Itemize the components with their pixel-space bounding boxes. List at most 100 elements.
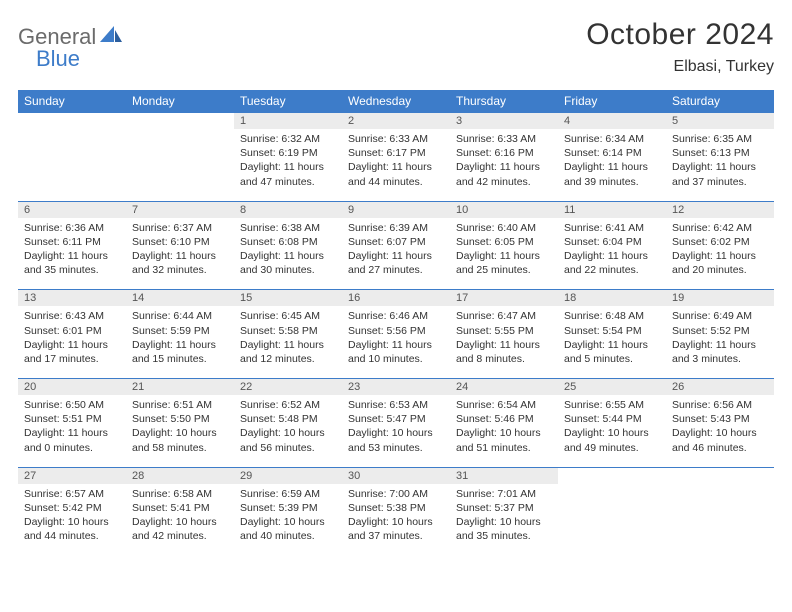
sunrise-line: Sunrise: 6:41 AM bbox=[564, 222, 644, 234]
day-info: Sunrise: 7:01 AM Sunset: 5:37 PM Daylight:… bbox=[450, 484, 558, 556]
day-info: Sunrise: 6:41 AM Sunset: 6:04 PM Daylight:… bbox=[558, 218, 666, 290]
daylight-line: Daylight: 11 hours and 25 minutes. bbox=[456, 250, 540, 276]
day-number: 20 bbox=[18, 379, 126, 396]
weekday-header: Wednesday bbox=[342, 90, 450, 113]
sunrise-line: Sunrise: 6:44 AM bbox=[132, 310, 212, 322]
brand-sail-icon bbox=[100, 26, 122, 49]
sunset-line: Sunset: 5:58 PM bbox=[240, 325, 318, 337]
day-number: 9 bbox=[342, 201, 450, 218]
sunset-line: Sunset: 5:56 PM bbox=[348, 325, 426, 337]
day-info: Sunrise: 6:43 AMSunset: 6:01 PMDaylight:… bbox=[18, 306, 126, 378]
day-info: Sunrise: 6:40 AM Sunset: 6:05 PM Daylight:… bbox=[450, 218, 558, 290]
sunrise-line: Sunrise: 6:38 AM bbox=[240, 222, 320, 234]
sunset-line: Sunset: 6:13 PM bbox=[672, 147, 750, 159]
day-info-row: Sunrise: 6:57 AM Sunset: 5:42 PM Daylight:… bbox=[18, 484, 774, 556]
empty-cell bbox=[18, 113, 126, 130]
day-number: 19 bbox=[666, 290, 774, 307]
empty-cell bbox=[126, 113, 234, 130]
daylight-line: Daylight: 11 hours and 30 minutes. bbox=[240, 250, 324, 276]
weekday-header: Tuesday bbox=[234, 90, 342, 113]
calendar-table: SundayMondayTuesdayWednesdayThursdayFrid… bbox=[18, 90, 774, 555]
day-number: 25 bbox=[558, 379, 666, 396]
day-number: 7 bbox=[126, 201, 234, 218]
daylight-line: Daylight: 11 hours and 17 minutes. bbox=[24, 339, 108, 365]
day-info: Sunrise: 6:49 AMSunset: 5:52 PMDaylight:… bbox=[666, 306, 774, 378]
sunrise-line: Sunrise: 6:50 AM bbox=[24, 399, 104, 411]
header: General October 2024 Elbasi, Turkey bbox=[18, 18, 774, 76]
day-info-row: Sunrise: 6:36 AM Sunset: 6:11 PM Daylight:… bbox=[18, 218, 774, 290]
day-number: 3 bbox=[450, 113, 558, 130]
daylight-line: Daylight: 11 hours and 47 minutes. bbox=[240, 161, 324, 187]
sunrise-line: Sunrise: 7:01 AM bbox=[456, 488, 536, 500]
daylight-line: Daylight: 11 hours and 3 minutes. bbox=[672, 339, 756, 365]
daylight-line: Daylight: 10 hours and 35 minutes. bbox=[456, 516, 541, 542]
sunrise-line: Sunrise: 6:59 AM bbox=[240, 488, 320, 500]
weekday-header: Thursday bbox=[450, 90, 558, 113]
day-number-row: 13141516171819 bbox=[18, 290, 774, 307]
empty-cell bbox=[558, 484, 666, 556]
day-number: 24 bbox=[450, 379, 558, 396]
day-info: Sunrise: 6:39 AMSunset: 6:07 PMDaylight:… bbox=[342, 218, 450, 290]
sunset-line: Sunset: 6:11 PM bbox=[24, 236, 101, 248]
sunrise-line: Sunrise: 6:34 AM bbox=[564, 133, 644, 145]
sunset-line: Sunset: 6:02 PM bbox=[672, 236, 750, 248]
daylight-line: Daylight: 11 hours and 27 minutes. bbox=[348, 250, 432, 276]
sunrise-line: Sunrise: 6:36 AM bbox=[24, 222, 104, 234]
daylight-line: Daylight: 10 hours and 49 minutes. bbox=[564, 427, 649, 453]
day-info: Sunrise: 6:48 AMSunset: 5:54 PMDaylight:… bbox=[558, 306, 666, 378]
day-info: Sunrise: 6:44 AMSunset: 5:59 PMDaylight:… bbox=[126, 306, 234, 378]
day-info: Sunrise: 6:56 AMSunset: 5:43 PMDaylight:… bbox=[666, 395, 774, 467]
day-info: Sunrise: 6:57 AMSunset: 5:42 PMDaylight:… bbox=[18, 484, 126, 556]
day-info: Sunrise: 6:37 AMSunset: 6:10 PMDaylight:… bbox=[126, 218, 234, 290]
sunset-line: Sunset: 6:05 PM bbox=[456, 236, 534, 248]
daylight-line: Daylight: 10 hours and 42 minutes. bbox=[132, 516, 217, 542]
sunset-line: Sunset: 5:51 PM bbox=[24, 413, 102, 425]
sunrise-line: Sunrise: 6:35 AM bbox=[672, 133, 752, 145]
day-number: 29 bbox=[234, 467, 342, 484]
page-title: October 2024 bbox=[586, 18, 774, 52]
daylight-line: Daylight: 10 hours and 53 minutes. bbox=[348, 427, 433, 453]
day-number-row: 12345 bbox=[18, 113, 774, 130]
sunset-line: Sunset: 6:04 PM bbox=[564, 236, 642, 248]
daylight-line: Daylight: 10 hours and 37 minutes. bbox=[348, 516, 433, 542]
sunrise-line: Sunrise: 6:33 AM bbox=[456, 133, 536, 145]
sunset-line: Sunset: 5:46 PM bbox=[456, 413, 534, 425]
daylight-line: Daylight: 11 hours and 22 minutes. bbox=[564, 250, 648, 276]
weekday-header: Monday bbox=[126, 90, 234, 113]
calendar-head: SundayMondayTuesdayWednesdayThursdayFrid… bbox=[18, 90, 774, 113]
day-number: 30 bbox=[342, 467, 450, 484]
sunset-line: Sunset: 5:37 PM bbox=[456, 502, 534, 514]
calendar-body: 12345Sunrise: 6:32 AMSunset: 6:19 PMDayl… bbox=[18, 113, 774, 556]
day-info: Sunrise: 6:52 AMSunset: 5:48 PMDaylight:… bbox=[234, 395, 342, 467]
sunset-line: Sunset: 5:54 PM bbox=[564, 325, 642, 337]
weekday-header: Sunday bbox=[18, 90, 126, 113]
day-number: 18 bbox=[558, 290, 666, 307]
day-number: 11 bbox=[558, 201, 666, 218]
day-info: Sunrise: 6:33 AMSunset: 6:16 PMDaylight:… bbox=[450, 129, 558, 201]
daylight-line: Daylight: 11 hours and 35 minutes. bbox=[24, 250, 108, 276]
location-subtitle: Elbasi, Turkey bbox=[586, 58, 774, 76]
day-number: 23 bbox=[342, 379, 450, 396]
sunrise-line: Sunrise: 6:57 AM bbox=[24, 488, 104, 500]
day-number: 13 bbox=[18, 290, 126, 307]
day-number: 31 bbox=[450, 467, 558, 484]
day-info: Sunrise: 6:34 AMSunset: 6:14 PMDaylight:… bbox=[558, 129, 666, 201]
sunrise-line: Sunrise: 6:33 AM bbox=[348, 133, 428, 145]
daylight-line: Daylight: 11 hours and 8 minutes. bbox=[456, 339, 540, 365]
day-info: Sunrise: 6:45 AMSunset: 5:58 PMDaylight:… bbox=[234, 306, 342, 378]
sunrise-line: Sunrise: 6:46 AM bbox=[348, 310, 428, 322]
sunset-line: Sunset: 5:41 PM bbox=[132, 502, 210, 514]
sunrise-line: Sunrise: 6:48 AM bbox=[564, 310, 644, 322]
sunset-line: Sunset: 6:14 PM bbox=[564, 147, 642, 159]
sunrise-line: Sunrise: 6:52 AM bbox=[240, 399, 320, 411]
day-info: Sunrise: 6:51 AMSunset: 5:50 PMDaylight:… bbox=[126, 395, 234, 467]
day-info: Sunrise: 6:32 AMSunset: 6:19 PMDaylight:… bbox=[234, 129, 342, 201]
sunset-line: Sunset: 6:07 PM bbox=[348, 236, 426, 248]
sunset-line: Sunset: 6:10 PM bbox=[132, 236, 210, 248]
weekday-header: Saturday bbox=[666, 90, 774, 113]
sunrise-line: Sunrise: 6:40 AM bbox=[456, 222, 536, 234]
day-info: Sunrise: 6:55 AMSunset: 5:44 PMDaylight:… bbox=[558, 395, 666, 467]
sunset-line: Sunset: 5:42 PM bbox=[24, 502, 102, 514]
sunrise-line: Sunrise: 6:42 AM bbox=[672, 222, 752, 234]
title-block: October 2024 Elbasi, Turkey bbox=[586, 18, 774, 76]
